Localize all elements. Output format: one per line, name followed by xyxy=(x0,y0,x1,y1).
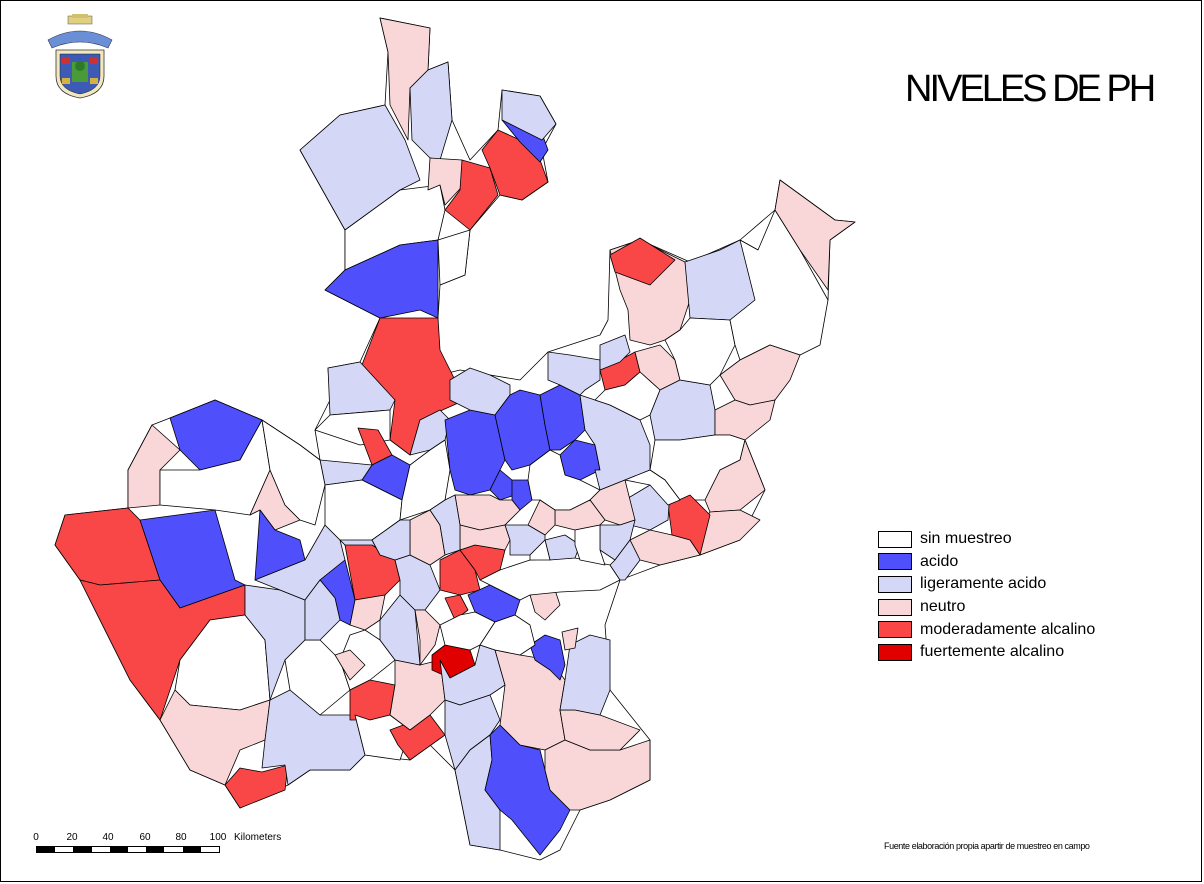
region xyxy=(349,594,386,631)
region xyxy=(479,614,536,656)
region xyxy=(414,609,441,666)
map-legend: sin muestreo acido ligeramente acido neu… xyxy=(878,528,1095,664)
coat-of-arms-icon xyxy=(47,14,113,99)
legend-swatch xyxy=(878,553,912,571)
legend-item-neutro: neutro xyxy=(878,596,1095,619)
map-title: NIVELES DE PH xyxy=(905,68,1156,110)
scale-bar-graphic xyxy=(36,846,220,853)
region xyxy=(609,237,676,286)
region xyxy=(511,479,533,511)
region xyxy=(379,17,431,141)
region xyxy=(599,334,631,371)
legend-swatch xyxy=(878,575,912,593)
region xyxy=(609,539,641,581)
region xyxy=(544,739,651,811)
region xyxy=(304,579,341,641)
legend-swatch xyxy=(878,643,912,661)
region xyxy=(437,229,471,286)
region xyxy=(459,524,511,551)
legend-item-fuertemente-alcalino: fuertemente alcalino xyxy=(878,641,1095,664)
legend-label: fuertemente alcalino xyxy=(920,643,1065,661)
scale-tick-label: 0 xyxy=(33,832,39,843)
region xyxy=(429,494,461,556)
legend-item-moderadamente-alcalino: moderadamente alcalino xyxy=(878,618,1095,641)
scale-unit: Kilometers xyxy=(234,832,282,843)
region xyxy=(261,689,366,786)
region xyxy=(664,317,736,386)
region xyxy=(554,499,606,531)
region xyxy=(324,239,439,319)
scale-bar: 0 20 40 60 80 100 Kilometers xyxy=(30,832,281,853)
source-note: Fuente elaboración propia apartir de mue… xyxy=(884,841,1090,851)
scale-tick-label: 60 xyxy=(139,832,151,843)
scale-ticks: 0 20 40 60 80 100 Kilometers xyxy=(30,832,281,844)
region xyxy=(624,469,681,506)
legend-swatch xyxy=(878,530,912,548)
scale-tick-label: 20 xyxy=(66,832,78,843)
legend-item-sin-muestreo: sin muestreo xyxy=(878,528,1095,551)
region xyxy=(501,89,557,141)
region xyxy=(527,499,556,536)
region xyxy=(629,529,701,566)
legend-swatch xyxy=(878,621,912,639)
region xyxy=(389,659,446,731)
scale-tick-label: 40 xyxy=(102,832,114,843)
region xyxy=(714,399,776,441)
legend-label: ligeramente acido xyxy=(920,575,1047,593)
region xyxy=(574,524,606,566)
region xyxy=(547,351,601,396)
legend-label: moderadamente alcalino xyxy=(920,620,1096,638)
region xyxy=(561,627,579,651)
legend-swatch xyxy=(878,598,912,616)
region xyxy=(774,179,856,291)
scale-tick-label: 80 xyxy=(175,832,187,843)
legend-item-ligeramente-acido: ligeramente acido xyxy=(878,573,1095,596)
legend-label: acido xyxy=(920,552,959,570)
region xyxy=(334,649,366,681)
region xyxy=(327,361,396,416)
legend-label: neutro xyxy=(920,598,966,616)
legend-item-acido: acido xyxy=(878,551,1095,574)
region xyxy=(254,509,306,581)
region xyxy=(559,634,611,716)
scale-tick-label: 100 xyxy=(209,832,227,843)
region xyxy=(529,634,566,681)
legend-label: sin muestreo xyxy=(920,530,1012,548)
region xyxy=(529,539,551,561)
region xyxy=(481,129,549,201)
region xyxy=(444,594,469,621)
region xyxy=(704,439,766,513)
region xyxy=(261,419,326,526)
